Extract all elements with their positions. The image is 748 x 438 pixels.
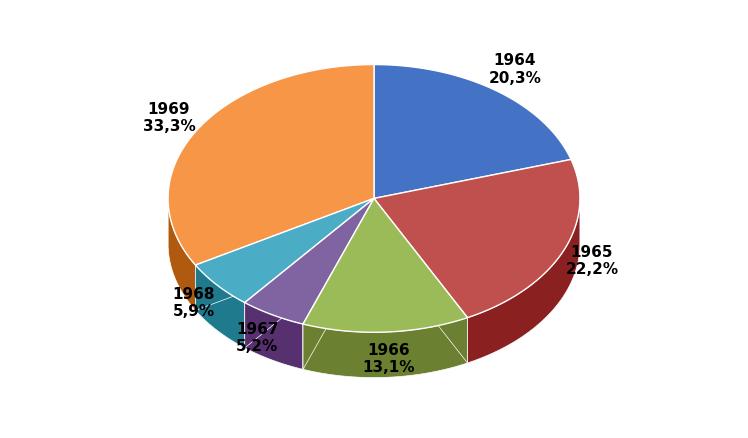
Polygon shape <box>374 64 571 198</box>
Text: 1966
13,1%: 1966 13,1% <box>362 343 414 375</box>
Polygon shape <box>374 198 468 363</box>
Polygon shape <box>303 198 374 369</box>
Polygon shape <box>245 303 303 369</box>
Polygon shape <box>195 265 245 348</box>
Polygon shape <box>303 198 374 369</box>
Polygon shape <box>168 202 195 311</box>
Text: 1964
20,3%: 1964 20,3% <box>488 53 542 85</box>
Polygon shape <box>245 198 374 348</box>
Polygon shape <box>374 159 580 318</box>
Text: 1969
33,3%: 1969 33,3% <box>143 102 195 134</box>
Polygon shape <box>245 198 374 324</box>
Polygon shape <box>168 64 374 265</box>
Polygon shape <box>195 198 374 303</box>
Polygon shape <box>195 198 374 311</box>
Text: 1968
5,9%: 1968 5,9% <box>173 286 215 319</box>
Text: 1967
5,2%: 1967 5,2% <box>236 322 278 354</box>
Polygon shape <box>245 198 374 348</box>
Polygon shape <box>468 200 580 363</box>
Polygon shape <box>374 198 468 363</box>
Polygon shape <box>195 198 374 311</box>
Text: 1965
22,2%: 1965 22,2% <box>565 245 619 277</box>
Polygon shape <box>303 318 468 378</box>
Polygon shape <box>303 198 468 332</box>
